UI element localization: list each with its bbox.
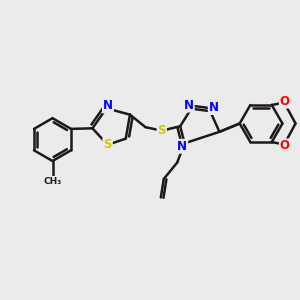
Text: N: N bbox=[184, 99, 194, 112]
Text: S: S bbox=[103, 138, 112, 151]
Text: N: N bbox=[177, 140, 187, 153]
Text: CH₃: CH₃ bbox=[44, 177, 62, 186]
Text: O: O bbox=[280, 94, 290, 108]
Text: N: N bbox=[103, 100, 113, 112]
Text: N: N bbox=[209, 101, 219, 114]
Text: O: O bbox=[280, 140, 290, 152]
Text: S: S bbox=[158, 124, 166, 137]
